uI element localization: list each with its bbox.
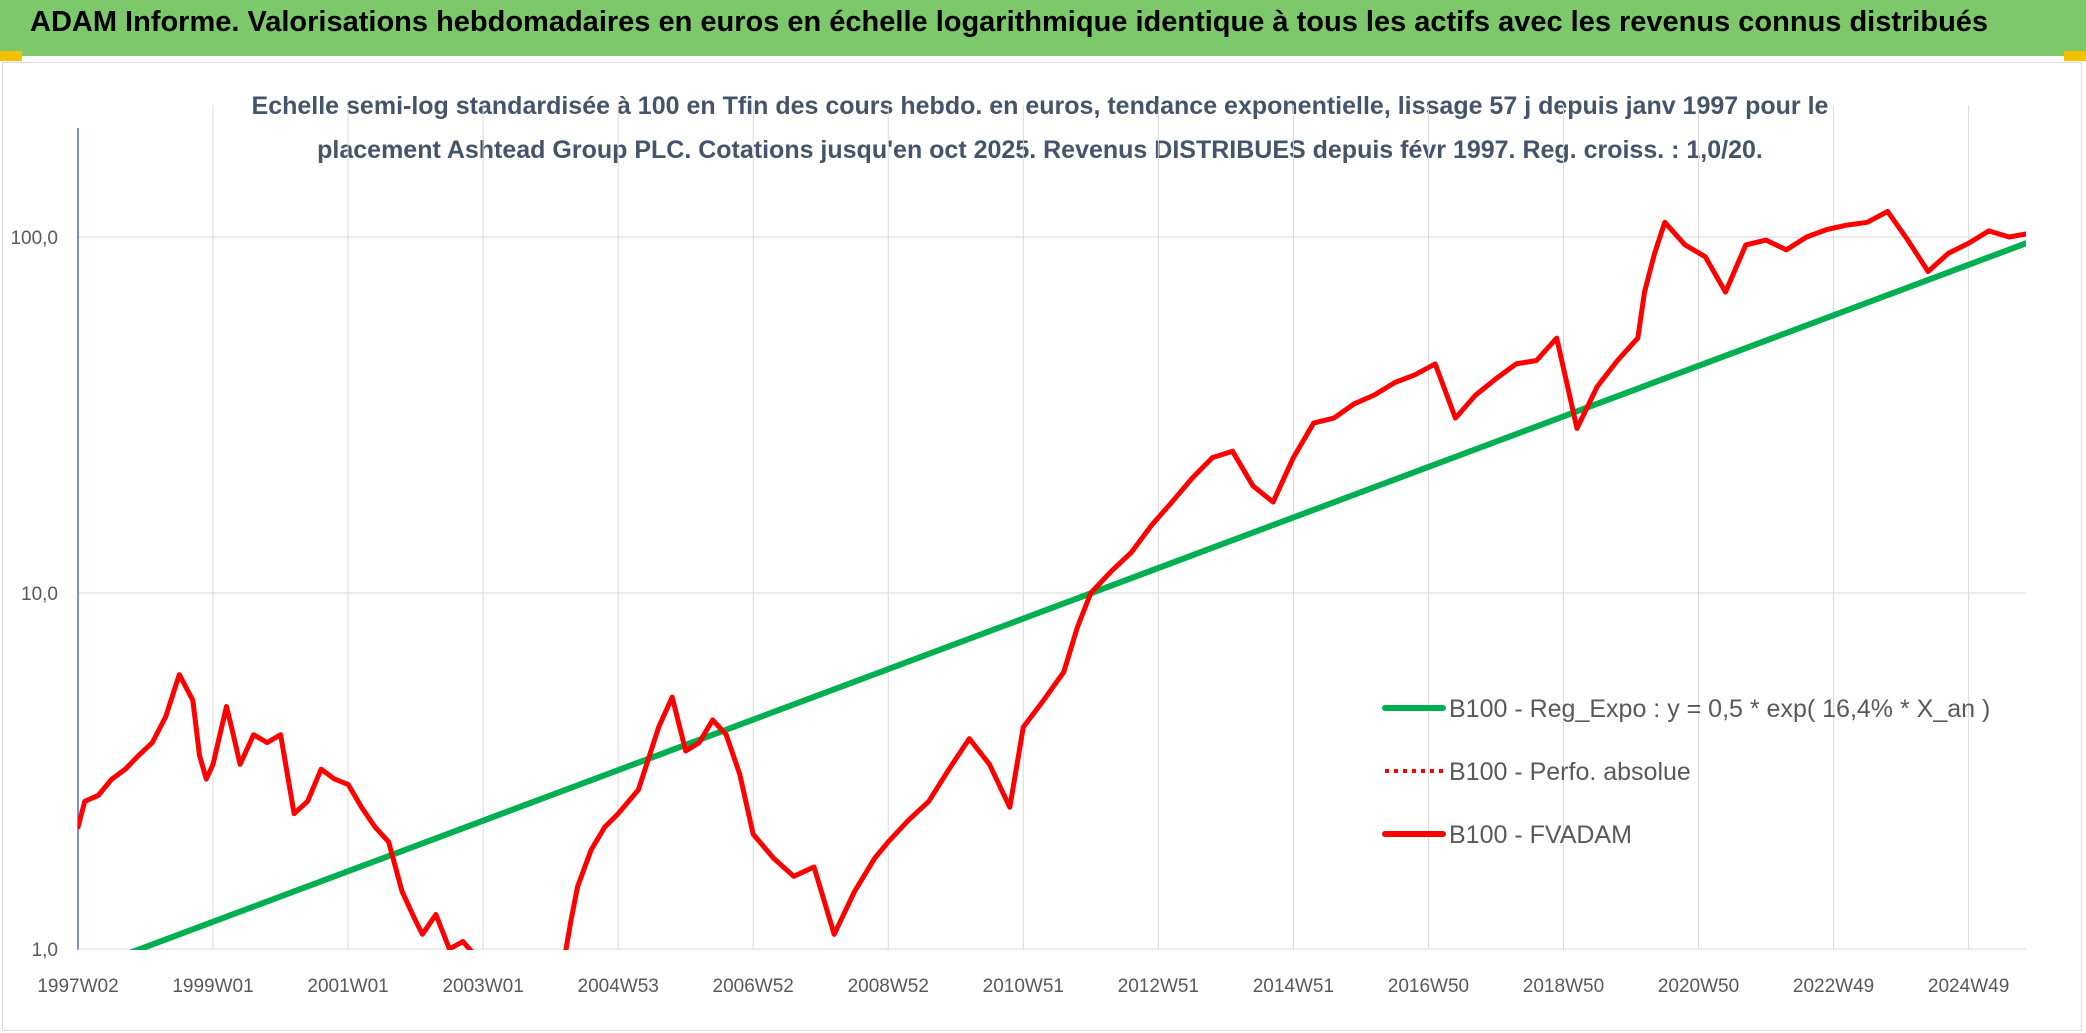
x-tick-label: 2016W50 bbox=[1388, 976, 1469, 997]
x-tick-label: 2006W52 bbox=[713, 976, 794, 997]
legend-label: B100 - Perfo. absolue bbox=[1449, 758, 1691, 786]
x-tick-label: 2024W49 bbox=[1928, 976, 2009, 997]
chart-frame bbox=[2, 62, 2082, 1031]
y-tick-label: 10,0 bbox=[21, 584, 58, 605]
x-tick-label: 2014W51 bbox=[1253, 976, 1334, 997]
series-regression-line bbox=[129, 240, 2026, 950]
x-tick-label: 2008W52 bbox=[848, 976, 929, 997]
grid bbox=[77, 105, 2026, 950]
x-tick-label: 2012W51 bbox=[1118, 976, 1199, 997]
x-tick-label: 2003W01 bbox=[442, 976, 523, 997]
x-tick-label: 1999W01 bbox=[172, 976, 253, 997]
y-tick-label: 100,0 bbox=[10, 228, 58, 249]
x-tick-label: 2018W50 bbox=[1523, 976, 1604, 997]
axis-ticks: 1997W02 1999W01 2001W01 2003W01 2004W53 2006W… bbox=[10, 228, 2009, 997]
x-tick-label: 2022W49 bbox=[1793, 976, 1874, 997]
corner-marker-right bbox=[2064, 51, 2086, 61]
chart-subtitle-line-2: placement Ashtead Group PLC. Cotations j… bbox=[317, 136, 1763, 164]
x-tick-label: 2010W51 bbox=[983, 976, 1064, 997]
series-fvadam-line bbox=[78, 208, 2026, 950]
legend: B100 - Reg_Expo : y = 0,5 * exp( 16,4% *… bbox=[1382, 695, 1990, 849]
y-tick-label: 1,0 bbox=[32, 940, 58, 961]
title-banner: ADAM Informe. Valorisations hebdomadaire… bbox=[0, 0, 2086, 56]
x-tick-label: 2020W50 bbox=[1658, 976, 1739, 997]
x-tick-label: 2004W53 bbox=[578, 976, 659, 997]
chart-subtitle-line-1: Echelle semi-log standardisée à 100 en T… bbox=[252, 92, 1829, 120]
corner-marker-left bbox=[0, 51, 22, 61]
series bbox=[78, 208, 2026, 950]
legend-label: B100 - Reg_Expo : y = 0,5 * exp( 16,4% *… bbox=[1449, 695, 1990, 723]
report-title: ADAM Informe. Valorisations hebdomadaire… bbox=[30, 6, 1989, 38]
x-tick-label: 2001W01 bbox=[307, 976, 388, 997]
legend-label: B100 - FVADAM bbox=[1449, 821, 1632, 849]
x-tick-label: 1997W02 bbox=[37, 976, 118, 997]
